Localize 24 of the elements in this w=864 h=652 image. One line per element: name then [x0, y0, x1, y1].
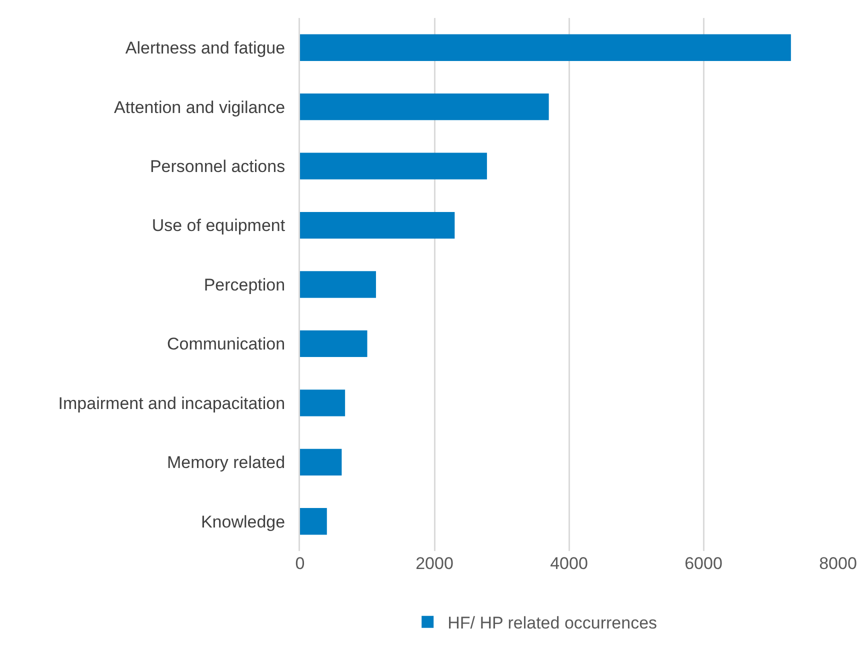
x-tick-label: 6000: [684, 554, 722, 573]
bar: [300, 152, 487, 180]
y-tick-label: Perception: [204, 275, 286, 294]
y-tick-label: Impairment and incapacitation: [58, 394, 286, 413]
bar: [300, 212, 455, 239]
y-tick-label: Communication: [166, 334, 286, 354]
y-tick-label: Memory related: [166, 453, 286, 472]
bar: [300, 448, 342, 476]
bar: [300, 94, 549, 120]
y-tick-label: Knowledge: [200, 512, 286, 532]
y-tick-label: Attention and vigilance: [114, 98, 286, 117]
y-tick-label: Personnel actions: [150, 157, 286, 176]
bar: [300, 330, 368, 358]
x-tick-label: 8000: [819, 554, 857, 573]
bar: [300, 508, 327, 535]
bar: [300, 34, 791, 61]
y-tick-label: Use of equipment: [152, 216, 286, 236]
x-tick-label: 0: [295, 554, 305, 573]
x-tick-label: 2000: [416, 554, 454, 573]
bar: [300, 271, 376, 298]
x-tick-label: 4000: [550, 554, 588, 573]
legend-label: HF/ HP related occurrences: [448, 613, 658, 632]
y-tick-label: Alertness and fatigue: [125, 38, 286, 58]
bar: [300, 390, 346, 416]
